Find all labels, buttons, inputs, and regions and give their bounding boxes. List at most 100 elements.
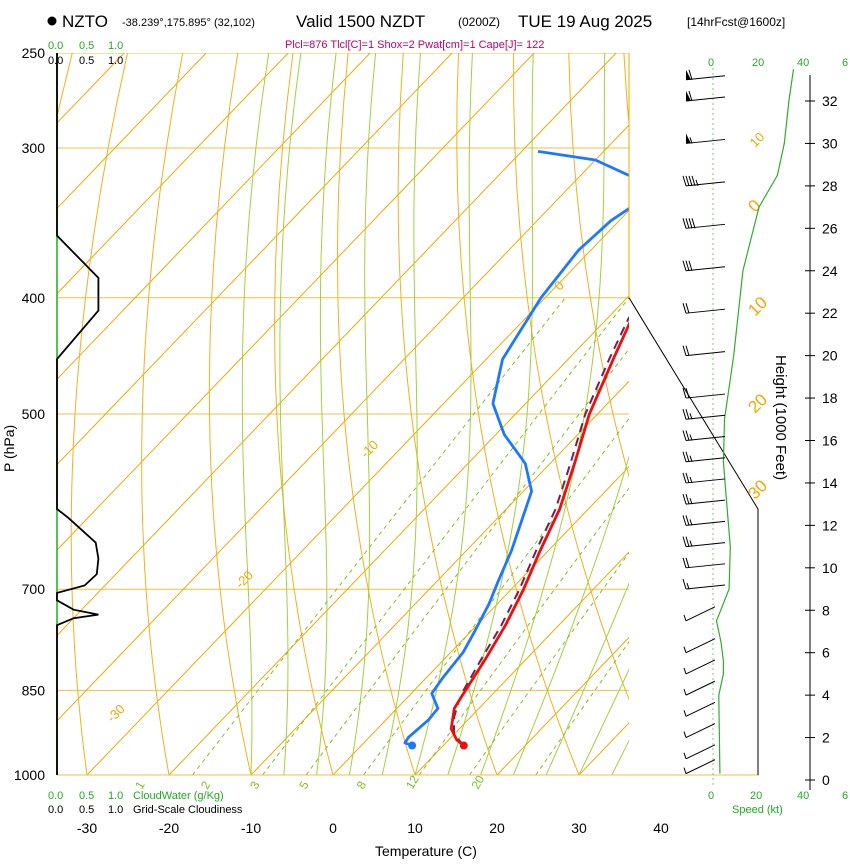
isotherm-label: 20 xyxy=(744,390,771,417)
moist-adiabat xyxy=(316,53,337,775)
cloud-bottom-tick-0: 0.0 xyxy=(48,790,63,802)
dry-adiabat xyxy=(57,53,73,120)
cloudwater-label: CloudWater (g/Kg) xyxy=(133,790,224,802)
cloudiness-top-tick-0: 0.0 xyxy=(48,55,63,67)
dry-adiabat xyxy=(336,53,416,775)
isotherm xyxy=(578,722,629,775)
h-tick-2: 2 xyxy=(822,730,830,746)
moist-adiabat xyxy=(381,53,421,775)
isotherm xyxy=(57,53,453,466)
cloudiness-bottom-tick-0: 0.0 xyxy=(48,804,63,816)
isotherm-label: -30 xyxy=(104,701,128,725)
dry-adiabat xyxy=(70,53,129,775)
moist-adiabat xyxy=(578,668,629,775)
speed-bottom-tick-1: 20 xyxy=(750,790,762,802)
wind-barb xyxy=(685,133,726,144)
t-tick-m20: -20 xyxy=(159,820,179,836)
dry-adiabat xyxy=(141,53,184,775)
cloud-scale: 0.0 0.5 1.0 0.0 0.5 1.0 0.0 0.5 1.0 Clou… xyxy=(48,40,243,816)
speed-top-tick-0: 0 xyxy=(708,57,714,69)
h-tick-4: 4 xyxy=(822,687,830,703)
h-tick-28: 28 xyxy=(822,178,838,194)
moist-adiabat xyxy=(545,582,629,775)
isotherm xyxy=(57,53,289,295)
h-tick-24: 24 xyxy=(822,263,838,279)
cloudiness-trace xyxy=(56,53,100,775)
station-dot-icon xyxy=(47,16,57,26)
p-tick-1000: 1000 xyxy=(14,767,45,783)
wind-barb xyxy=(685,69,726,81)
height-ticks: 0 2 4 6 8 10 12 14 16 18 20 22 24 26 28 … xyxy=(822,93,838,788)
speed-top-tick-1: 20 xyxy=(752,57,764,69)
p-tick-500: 500 xyxy=(22,406,46,422)
speed-bottom-tick-0: 0 xyxy=(708,790,714,802)
h-tick-10: 10 xyxy=(822,560,838,576)
wind-barb xyxy=(682,472,726,484)
isotherm xyxy=(168,295,629,775)
speed-bottom-tick-3: 6 xyxy=(842,790,848,802)
t-tick-30: 30 xyxy=(571,820,587,836)
t-tick-10: 10 xyxy=(407,820,423,836)
cloudiness-top-tick-1: 0.5 xyxy=(79,55,94,67)
mixing-ratio-line xyxy=(262,297,629,775)
p-tick-850: 850 xyxy=(22,682,46,698)
h-tick-0: 0 xyxy=(822,772,830,788)
cloud-bottom-tick-2: 1.0 xyxy=(108,790,123,802)
h-tick-6: 6 xyxy=(822,645,830,661)
wind-panel-edge xyxy=(628,297,759,775)
isotherm xyxy=(86,209,629,775)
h-tick-32: 32 xyxy=(822,93,838,109)
wind-barb xyxy=(682,387,726,399)
h-tick-16: 16 xyxy=(822,433,838,449)
h-tick-12: 12 xyxy=(822,517,838,533)
isotherm-label: 10 xyxy=(744,293,771,320)
wind-barb xyxy=(685,90,726,102)
mixing-ratio-line xyxy=(418,487,629,775)
wind-barb xyxy=(682,515,726,526)
wind-barb xyxy=(683,744,716,760)
speed-scale: 0 20 40 6 0 20 40 6 Speed (kt) xyxy=(708,57,848,816)
cloud-top-tick-0: 0.0 xyxy=(48,40,63,52)
p-tick-400: 400 xyxy=(22,290,46,306)
moist-adiabat xyxy=(279,53,302,775)
isotherm-label: 30 xyxy=(744,476,771,503)
wind-barb xyxy=(683,723,716,739)
isotherm-label: 0 xyxy=(744,196,764,216)
wind-barb xyxy=(682,260,726,272)
moist-adiabat xyxy=(512,455,629,775)
background-grid xyxy=(56,53,815,790)
moist-adiabat xyxy=(480,53,606,775)
speed-label: Speed (kt) xyxy=(732,804,783,816)
wind-barb xyxy=(682,557,726,569)
wind-barb xyxy=(682,303,726,314)
speed-bottom-tick-2: 40 xyxy=(797,790,809,802)
isotherm xyxy=(57,53,535,551)
moist-adiabat xyxy=(414,53,473,775)
wind-barb xyxy=(682,345,726,357)
cloud-top-tick-1: 0.5 xyxy=(79,40,94,52)
cloud-top-tick-2: 1.0 xyxy=(108,40,123,52)
t-tick-0: 0 xyxy=(329,820,337,836)
isotherm xyxy=(332,465,629,775)
wind-barb xyxy=(682,430,726,441)
wind-barb xyxy=(683,606,716,622)
wind-barb xyxy=(683,638,716,654)
wind-barb xyxy=(682,451,726,463)
mixing-ratio-label: 5 xyxy=(296,778,312,791)
p-tick-300: 300 xyxy=(22,140,46,156)
isotherm-label: -20 xyxy=(232,567,256,591)
cloudiness-top-tick-2: 1.0 xyxy=(108,55,123,67)
y-axis-title: P (hPa) xyxy=(1,425,17,472)
valid-time: Valid 1500 NZDT xyxy=(296,12,425,31)
wind-barb xyxy=(682,578,726,590)
mixing-ratio-line xyxy=(469,552,629,775)
mixing-ratio-line xyxy=(192,297,566,775)
moist-adiabat xyxy=(241,53,270,775)
mixing-ratio-label: 3 xyxy=(247,778,263,791)
wind-barb xyxy=(682,536,726,548)
dry-adiabat xyxy=(274,53,334,775)
speed-top-tick-2: 40 xyxy=(797,57,809,69)
mixing-ratio-line xyxy=(305,348,629,775)
header: NZTO -38.239°,175.895° (32,102) Valid 15… xyxy=(47,12,785,51)
